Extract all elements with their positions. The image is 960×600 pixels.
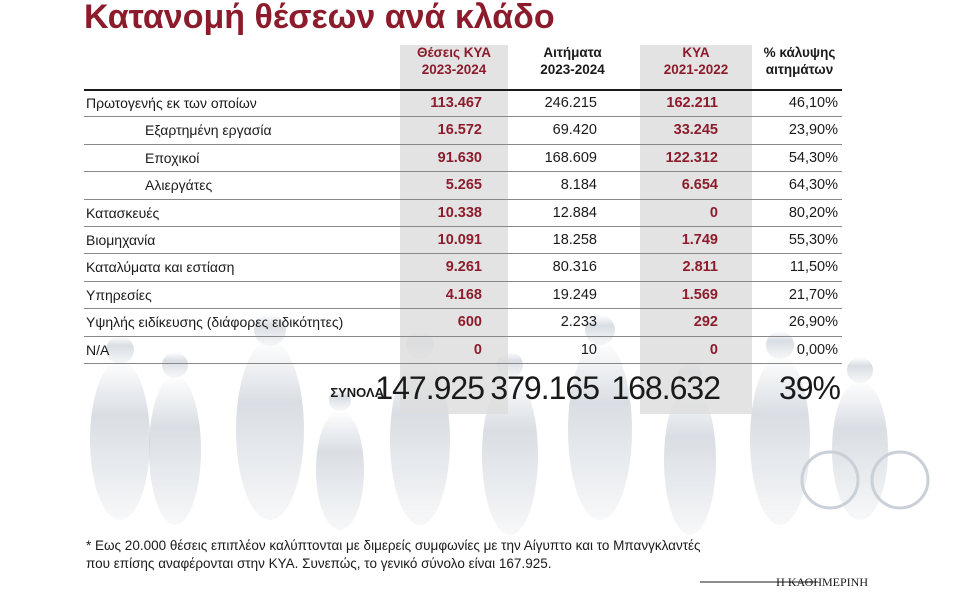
row-label: Υψηλής ειδίκευσης (διάφορες ειδικότητες) [86,314,344,331]
total-cell: 147.925 [375,370,485,406]
cell: 0 [473,341,482,358]
cell: 0,00% [796,341,838,358]
cell: 168.609 [544,149,597,166]
cell: 18.258 [552,232,597,248]
column-header: 2023-2024 [421,62,487,77]
cell: 0 [709,341,718,358]
cell: 292 [693,314,718,331]
column-header: 2021-2022 [663,62,729,77]
row-divider [84,280,842,282]
footnote: που επίσης αναφέρονται στην ΚΥΑ. Συνεπώς… [86,556,552,571]
cell: 11,50% [789,259,838,276]
row-label: Αλιεργάτες [145,177,213,194]
row-label: Ν/Α [86,341,110,358]
row-divider [84,198,842,200]
cell: 10.338 [437,204,482,221]
cell: 1.749 [681,232,718,248]
row-divider [84,335,842,337]
row-divider [84,253,842,255]
cell: 4.168 [445,286,482,303]
cell: 1.569 [681,286,718,303]
total-label: ΣΥΝΟΛΑ [330,385,384,400]
row-label: Εποχικοί [145,149,200,166]
cell: 19.249 [552,286,597,303]
cell: 600 [457,314,482,331]
cell: 0 [709,204,718,221]
row-label: Εξαρτημένη εργασία [145,122,272,139]
total-cell: 168.632 [611,370,721,406]
title: Κατανομή θέσεων ανά κλάδο [84,0,555,36]
cell: 162.211 [666,95,718,111]
cell: 55,30% [788,232,838,248]
cell: 54,30% [788,149,838,166]
cell: 23,90% [788,122,838,139]
column-header: ΚΥΑ [682,45,710,60]
row-label: Υπηρεσίες [86,286,152,303]
column-header: Αιτήματα [543,45,602,60]
row-divider [84,226,842,227]
cell: 6.654 [681,177,718,194]
cell: 113.467 [430,95,482,111]
cell: 2.233 [560,314,597,331]
cell: 2.811 [682,259,719,276]
column-header: % κάλυψης [763,45,836,60]
row-divider [84,89,842,91]
row-label: Πρωτογενής εκ των οποίων [86,95,257,111]
row-label: Βιομηχανία [86,232,156,248]
shaded-column [400,45,508,414]
cell: 33.245 [673,122,718,139]
row-divider [84,143,842,145]
row-divider [84,171,842,173]
column-header: 2023-2024 [540,62,605,77]
cell: 21,70% [788,286,838,303]
source: Η ΚΑΘΗΜΕΡΙΝΗ [776,575,868,589]
cell: 64,30% [788,177,838,194]
column-header: αιτημάτων [765,62,834,77]
row-divider [84,363,842,364]
cell: 26,90% [788,314,838,331]
row-divider [84,308,842,310]
cell: 9.261 [445,259,482,276]
cell: 10 [580,341,597,358]
cell: 46,10% [788,95,838,111]
row-label: Κατασκευές [86,204,160,221]
cell: 5.265 [445,177,482,194]
cell: 122.312 [665,149,718,166]
row-label: Καταλύματα και εστίαση [86,259,235,276]
total-cell: 39% [778,370,841,406]
cell: 80.316 [552,259,597,276]
cell: 10.091 [437,232,482,248]
row-divider [84,116,842,118]
cell: 69.420 [552,122,597,139]
column-header: Θέσεις ΚΥΑ [416,45,492,60]
cell: 80,20% [788,204,838,221]
cell: 8.184 [560,177,597,194]
cell: 16.572 [437,122,482,139]
shaded-column [640,45,752,414]
cell: 246.215 [544,95,597,111]
footnote: * Εως 20.000 θέσεις επιπλέον καλύπτονται… [86,538,701,553]
total-cell: 379.165 [490,370,600,406]
cell: 91.630 [437,149,482,166]
cell: 12.884 [552,204,597,221]
